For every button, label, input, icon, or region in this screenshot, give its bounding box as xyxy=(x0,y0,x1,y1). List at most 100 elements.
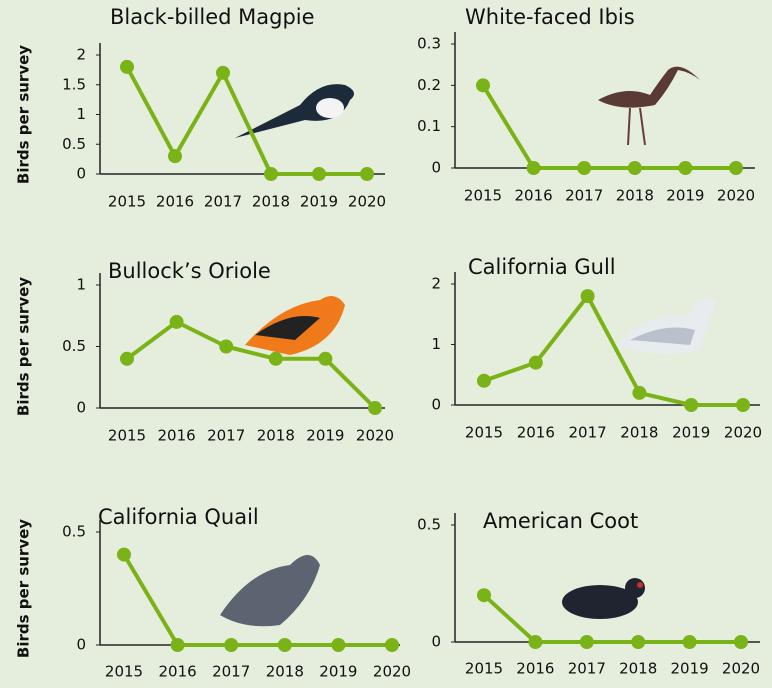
y-tick-label: 0.5 xyxy=(62,135,86,153)
point xyxy=(331,638,346,652)
x-tick-label: 2019 xyxy=(666,187,704,205)
point xyxy=(268,351,283,366)
x-tick-label: 2019 xyxy=(672,424,710,442)
x-tick-label: 2016 xyxy=(516,660,554,678)
x-tick-label: 2015 xyxy=(464,187,502,205)
x-tick-label: 2020 xyxy=(724,424,762,442)
y-tick-label: 0.5 xyxy=(62,337,86,355)
x-tick-label: 2016 xyxy=(158,427,196,445)
point xyxy=(580,289,595,304)
point xyxy=(526,161,541,175)
point xyxy=(632,385,647,400)
line xyxy=(481,84,736,170)
y-tick-label: 0 xyxy=(431,633,441,651)
x-tick-label: 2018 xyxy=(619,660,657,678)
x-tick-label: 2015 xyxy=(465,660,503,678)
point xyxy=(168,149,182,164)
x-tick-label: 2019 xyxy=(300,193,338,211)
x-tick-label: 2020 xyxy=(722,660,760,678)
point xyxy=(318,351,333,366)
y-axis-label: Birds per survey xyxy=(15,277,33,416)
x-tick-label: 2018 xyxy=(266,663,304,681)
point xyxy=(120,59,134,74)
x-tick-label: 2016 xyxy=(517,424,555,442)
point xyxy=(216,65,230,80)
x-tick-label: 2019 xyxy=(671,660,709,678)
point xyxy=(312,167,326,181)
y-tick-label: 0 xyxy=(431,396,441,414)
y-tick-label: 1 xyxy=(76,105,86,123)
x-tick-label: 2017 xyxy=(568,660,606,678)
x-tick-label: 2016 xyxy=(515,187,553,205)
x-tick-label: 2016 xyxy=(159,663,197,681)
y-tick-label: 2 xyxy=(431,275,441,293)
point xyxy=(577,161,592,175)
y-tick-label: 0.2 xyxy=(417,76,441,94)
x-tick-label: 2020 xyxy=(348,193,386,211)
y-tick-label: 0.1 xyxy=(417,117,441,135)
x-tick-label: 2018 xyxy=(616,187,654,205)
point xyxy=(684,398,699,412)
point xyxy=(579,635,594,649)
bird-illustration xyxy=(220,66,716,627)
y-tick-label: 0 xyxy=(76,636,86,654)
chart-title: California Quail xyxy=(98,505,259,529)
x-tick-label: 2020 xyxy=(373,663,411,681)
point xyxy=(117,547,131,562)
y-tick-label: 0.5 xyxy=(417,516,441,534)
point xyxy=(528,355,543,370)
y-tick-label: 0 xyxy=(76,165,86,183)
x-tick-label: 2020 xyxy=(356,427,394,445)
point xyxy=(264,167,278,181)
y-tick-label: 0.3 xyxy=(417,35,441,53)
y-tick-label: 0 xyxy=(431,159,441,177)
y-tick-label: 0.5 xyxy=(62,523,86,541)
point xyxy=(627,161,642,175)
x-tick-label: 2017 xyxy=(207,427,245,445)
point xyxy=(729,161,743,175)
x-tick-label: 2015 xyxy=(105,663,143,681)
line xyxy=(125,319,377,410)
point xyxy=(385,638,399,652)
x-tick-label: 2017 xyxy=(204,193,242,211)
x-tick-label: 2019 xyxy=(319,663,357,681)
point xyxy=(170,638,185,652)
chart-title: White-faced Ibis xyxy=(465,5,635,29)
y-tick-label: 0 xyxy=(76,399,86,417)
line xyxy=(482,593,741,644)
x-tick-label: 2015 xyxy=(108,427,146,445)
x-tick-label: 2017 xyxy=(212,663,250,681)
chart-title: California Gull xyxy=(468,255,616,279)
point xyxy=(120,351,134,366)
x-tick-label: 2015 xyxy=(465,424,503,442)
x-tick-label: 2020 xyxy=(717,187,755,205)
line xyxy=(122,553,392,647)
point xyxy=(682,635,697,649)
point xyxy=(528,635,543,649)
x-tick-label: 2018 xyxy=(252,193,290,211)
point xyxy=(169,314,184,329)
point xyxy=(678,161,693,175)
point xyxy=(368,401,382,415)
x-tick-label: 2015 xyxy=(108,193,146,211)
point xyxy=(477,588,491,603)
chart-title: American Coot xyxy=(483,509,638,533)
x-tick-label: 2018 xyxy=(620,424,658,442)
line xyxy=(483,294,743,407)
point xyxy=(277,638,292,652)
point xyxy=(219,339,234,354)
x-tick-label: 2019 xyxy=(306,427,344,445)
x-tick-label: 2017 xyxy=(565,187,603,205)
y-tick-label: 2 xyxy=(76,46,86,64)
point xyxy=(631,635,646,649)
point xyxy=(476,78,490,93)
y-tick-label: 1.5 xyxy=(62,75,86,93)
point xyxy=(477,373,491,388)
x-tick-label: 2018 xyxy=(257,427,295,445)
y-tick-label: 1 xyxy=(76,276,86,294)
point xyxy=(734,635,748,649)
y-axis-label: Birds per survey xyxy=(15,45,33,184)
point xyxy=(224,638,239,652)
point xyxy=(360,167,374,181)
